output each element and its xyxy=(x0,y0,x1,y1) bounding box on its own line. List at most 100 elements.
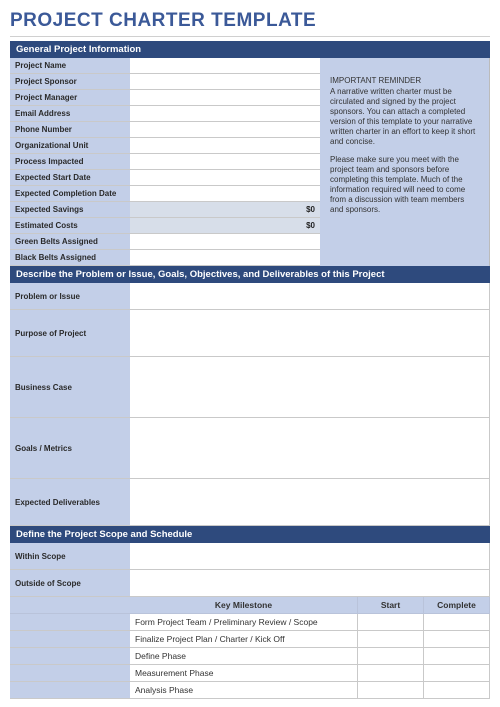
field-value[interactable] xyxy=(130,543,490,569)
field-value[interactable] xyxy=(130,186,320,201)
info-row: Project Name xyxy=(10,58,320,74)
field-value[interactable] xyxy=(130,310,490,356)
field-label: Organizational Unit xyxy=(10,138,130,153)
objective-row: Expected Deliverables xyxy=(10,479,490,526)
field-label: Project Sponsor xyxy=(10,74,130,89)
milestone-complete[interactable] xyxy=(424,682,490,699)
milestone-name: Measurement Phase xyxy=(130,665,358,682)
field-label: Problem or Issue xyxy=(10,283,130,309)
objective-row: Goals / Metrics xyxy=(10,418,490,479)
objectives-fields: Problem or IssuePurpose of ProjectBusine… xyxy=(10,283,490,526)
field-value[interactable] xyxy=(130,74,320,89)
milestone-name: Finalize Project Plan / Charter / Kick O… xyxy=(130,631,358,648)
milestone-start[interactable] xyxy=(358,631,424,648)
milestone-header-row: Key Milestone Start Complete xyxy=(10,597,490,614)
field-value[interactable] xyxy=(130,58,320,73)
milestone-row: Define Phase xyxy=(10,648,490,665)
info-row: Green Belts Assigned xyxy=(10,234,320,250)
field-label: Outside of Scope xyxy=(10,570,130,596)
field-value[interactable] xyxy=(130,418,490,478)
info-row: Project Sponsor xyxy=(10,74,320,90)
milestone-name: Analysis Phase xyxy=(130,682,358,699)
col-key-milestone: Key Milestone xyxy=(130,597,358,614)
field-value[interactable] xyxy=(130,479,490,525)
info-row: Black Belts Assigned xyxy=(10,250,320,266)
field-label: Within Scope xyxy=(10,543,130,569)
field-value[interactable] xyxy=(130,90,320,105)
page-title: PROJECT CHARTER TEMPLATE xyxy=(10,8,490,37)
field-label: Goals / Metrics xyxy=(10,418,130,478)
general-info-fields: Project NameProject SponsorProject Manag… xyxy=(10,58,320,266)
field-value[interactable] xyxy=(130,234,320,249)
field-value[interactable] xyxy=(130,154,320,169)
field-value[interactable] xyxy=(130,250,320,265)
field-value[interactable] xyxy=(130,170,320,185)
scope-row: Within Scope xyxy=(10,543,490,570)
milestone-name: Form Project Team / Preliminary Review /… xyxy=(130,614,358,631)
field-label: Expected Savings xyxy=(10,202,130,217)
milestone-complete[interactable] xyxy=(424,614,490,631)
scope-row: Outside of Scope xyxy=(10,570,490,597)
section2-header: Describe the Problem or Issue, Goals, Ob… xyxy=(10,266,490,283)
milestone-complete[interactable] xyxy=(424,648,490,665)
col-start: Start xyxy=(358,597,424,614)
reminder-p2: Please make sure you meet with the proje… xyxy=(330,155,479,215)
field-label: Expected Deliverables xyxy=(10,479,130,525)
info-row: Expected Start Date xyxy=(10,170,320,186)
field-label: Business Case xyxy=(10,357,130,417)
milestone-spacer xyxy=(10,614,130,631)
objective-row: Purpose of Project xyxy=(10,310,490,357)
field-label: Expected Start Date xyxy=(10,170,130,185)
milestone-row: Analysis Phase xyxy=(10,682,490,699)
milestone-spacer xyxy=(10,665,130,682)
field-value[interactable] xyxy=(130,283,490,309)
milestone-spacer xyxy=(10,631,130,648)
milestone-row: Form Project Team / Preliminary Review /… xyxy=(10,614,490,631)
field-value[interactable]: $0 xyxy=(130,202,320,217)
field-label: Email Address xyxy=(10,106,130,121)
info-row: Organizational Unit xyxy=(10,138,320,154)
field-label: Black Belts Assigned xyxy=(10,250,130,265)
scope-fields: Within ScopeOutside of Scope xyxy=(10,543,490,597)
milestone-start[interactable] xyxy=(358,682,424,699)
info-row: Expected Savings$0 xyxy=(10,202,320,218)
section3-header: Define the Project Scope and Schedule xyxy=(10,526,490,543)
field-label: Estimated Costs xyxy=(10,218,130,233)
info-row: Email Address xyxy=(10,106,320,122)
col-complete: Complete xyxy=(424,597,490,614)
info-row: Estimated Costs$0 xyxy=(10,218,320,234)
field-value[interactable]: $0 xyxy=(130,218,320,233)
milestone-complete[interactable] xyxy=(424,631,490,648)
milestone-rows: Form Project Team / Preliminary Review /… xyxy=(10,614,490,699)
milestone-complete[interactable] xyxy=(424,665,490,682)
info-row: Project Manager xyxy=(10,90,320,106)
milestone-start[interactable] xyxy=(358,665,424,682)
milestone-start[interactable] xyxy=(358,648,424,665)
field-value[interactable] xyxy=(130,357,490,417)
section1-header: General Project Information xyxy=(10,41,490,58)
field-label: Project Manager xyxy=(10,90,130,105)
info-row: Process Impacted xyxy=(10,154,320,170)
milestone-row: Measurement Phase xyxy=(10,665,490,682)
milestone-row: Finalize Project Plan / Charter / Kick O… xyxy=(10,631,490,648)
field-value[interactable] xyxy=(130,138,320,153)
milestone-name: Define Phase xyxy=(130,648,358,665)
field-label: Purpose of Project xyxy=(10,310,130,356)
field-value[interactable] xyxy=(130,570,490,596)
field-label: Process Impacted xyxy=(10,154,130,169)
milestone-start[interactable] xyxy=(358,614,424,631)
reminder-p1: A narrative written charter must be circ… xyxy=(330,87,479,147)
milestone-spacer xyxy=(10,648,130,665)
info-row: Phone Number xyxy=(10,122,320,138)
field-label: Green Belts Assigned xyxy=(10,234,130,249)
objective-row: Business Case xyxy=(10,357,490,418)
field-label: Expected Completion Date xyxy=(10,186,130,201)
reminder-title: IMPORTANT REMINDER xyxy=(330,76,479,86)
field-value[interactable] xyxy=(130,106,320,121)
field-value[interactable] xyxy=(130,122,320,137)
field-label: Phone Number xyxy=(10,122,130,137)
objective-row: Problem or Issue xyxy=(10,283,490,310)
info-row: Expected Completion Date xyxy=(10,186,320,202)
milestone-spacer xyxy=(10,682,130,699)
field-label: Project Name xyxy=(10,58,130,73)
